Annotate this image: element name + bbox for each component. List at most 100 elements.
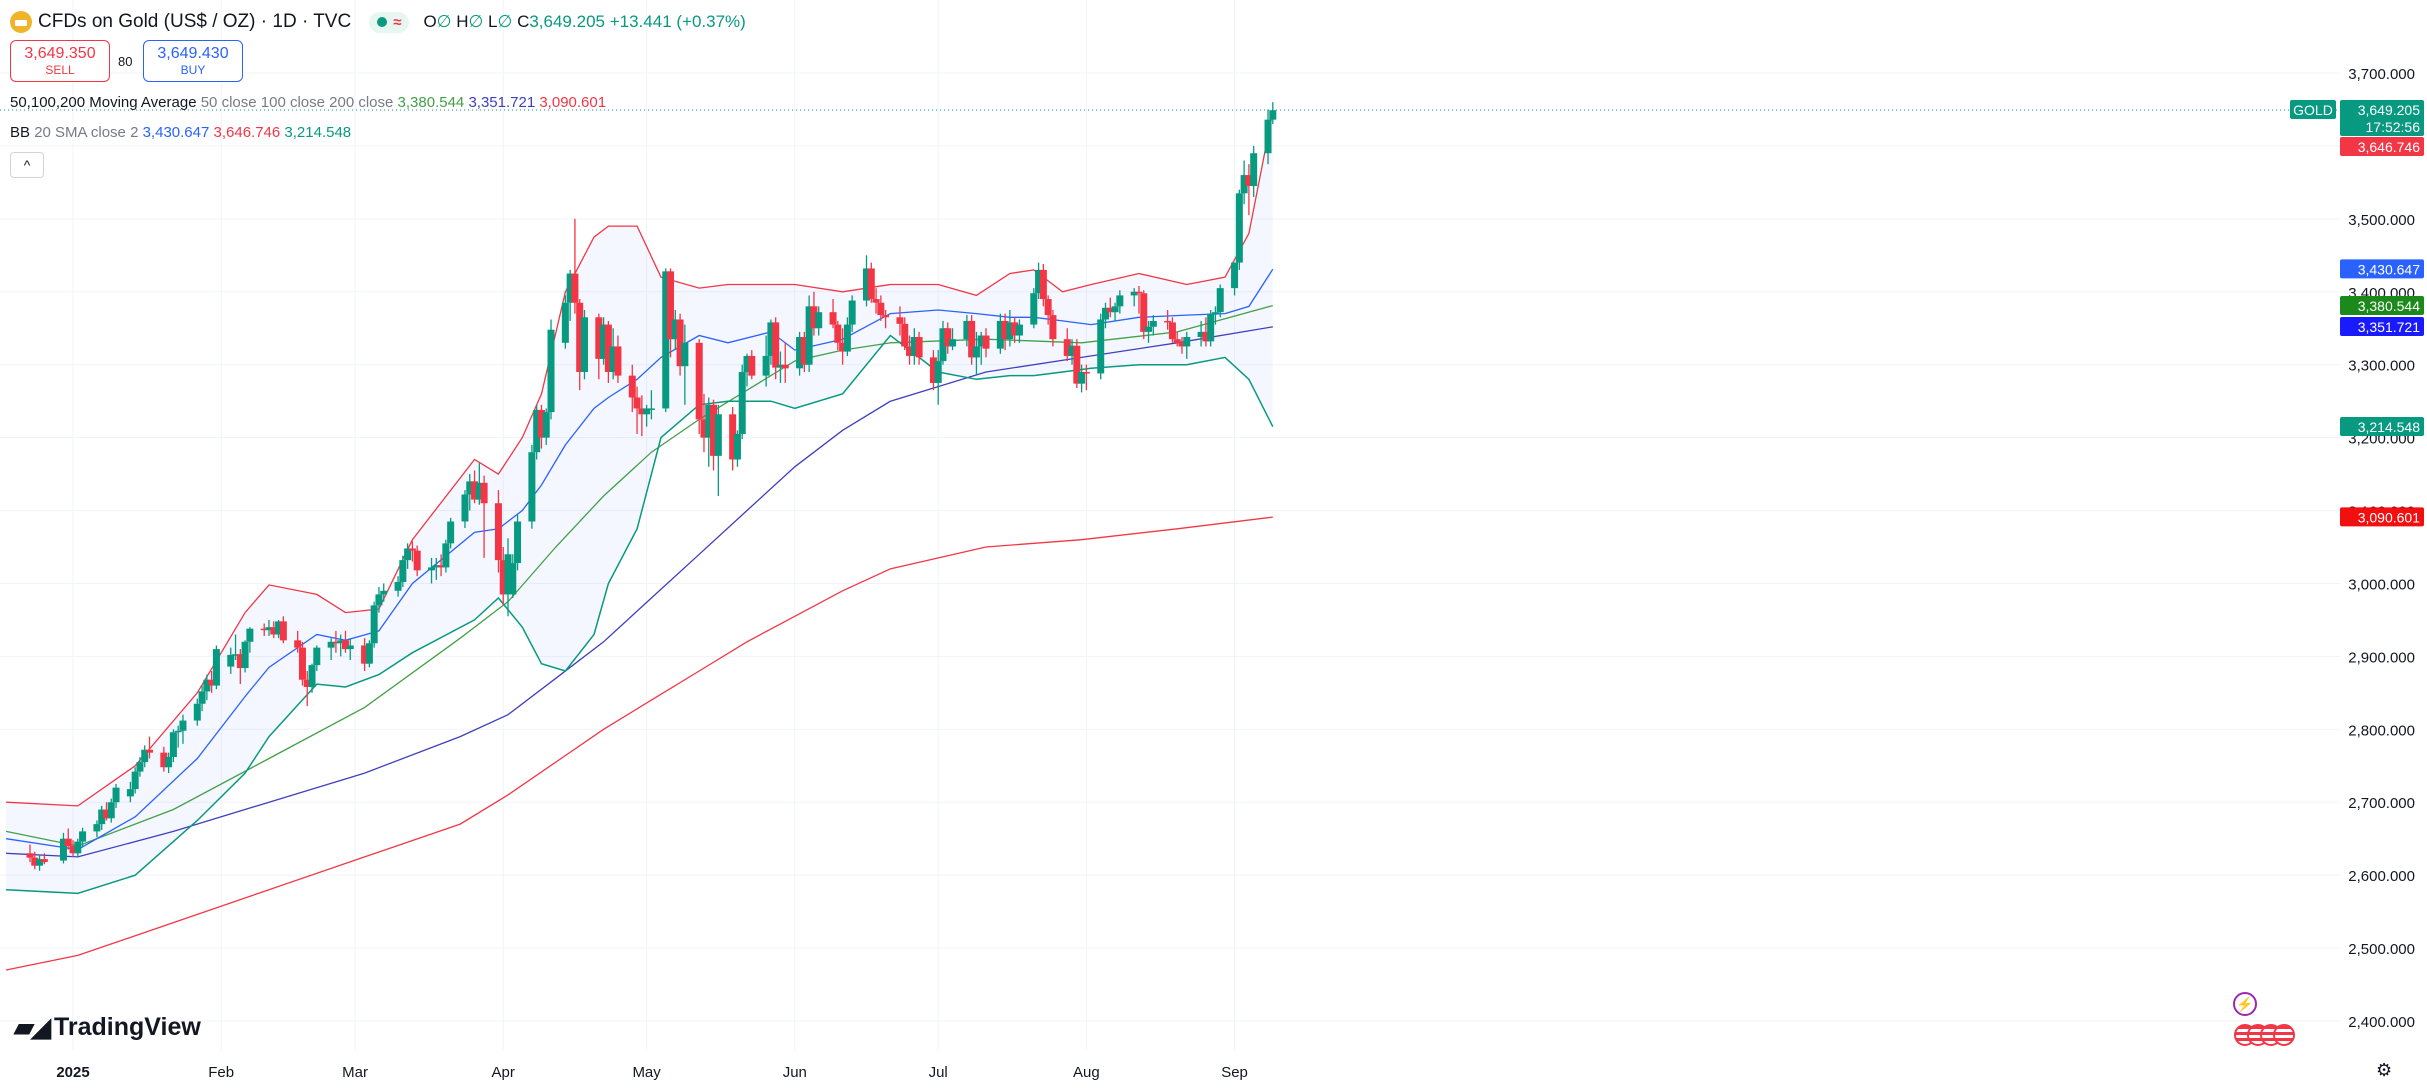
candle-up (1015, 319, 1023, 343)
candle-up (375, 587, 383, 613)
high-empty-icon: ∅ (468, 12, 484, 31)
candle-up (1264, 109, 1272, 165)
candle-down (810, 291, 818, 336)
price-label-bb_upper: 3,646.746 (2340, 137, 2424, 157)
price-label-text: 3,351.721 (2358, 319, 2420, 335)
bb-indicator-legend[interactable]: BB 20 SMA close 2 3,430.647 3,646.746 3,… (10, 124, 351, 141)
candle-body (1102, 307, 1109, 320)
collapse-legend-button[interactable]: ^ (10, 152, 44, 178)
candle-down (944, 322, 952, 354)
candle-up (643, 404, 651, 427)
candle-body (748, 355, 756, 376)
economic-events-icons[interactable] (2234, 1024, 2295, 1046)
candle-body (781, 364, 789, 369)
market-status-badge[interactable]: ≈ (369, 11, 410, 33)
buy-price: 3,649.430 (157, 45, 229, 62)
candle-body (1202, 331, 1210, 342)
gear-icon[interactable]: ⚙ (2376, 1060, 2393, 1080)
candle-up (394, 576, 402, 597)
candle-body (332, 641, 340, 644)
candle-body (466, 481, 474, 495)
candle-body (1073, 345, 1081, 384)
candle-body (102, 809, 110, 819)
candle-down (604, 320, 612, 383)
us-flag-icon (2273, 1024, 2295, 1046)
candle-body (1068, 345, 1076, 356)
candle-down (298, 641, 306, 686)
candle-up (313, 645, 321, 671)
candle-body (146, 749, 153, 753)
symbol-title[interactable]: CFDs on Gold (US$ / OZ) · 1D · TVC (38, 11, 352, 32)
candle-body (432, 565, 440, 568)
candle-down (872, 288, 880, 314)
candle-up (504, 538, 512, 617)
buy-button[interactable]: 3,649.430 BUY (143, 40, 243, 82)
sell-button[interactable]: 3,649.350 SELL (10, 40, 110, 82)
candle-body (681, 342, 689, 367)
candle-body (968, 320, 976, 358)
candle-body (1011, 322, 1019, 336)
y-tick-label: 2,400.000 (2348, 1014, 2415, 1031)
candle-down (208, 670, 216, 693)
candle-body (98, 809, 106, 825)
candle-body (643, 408, 651, 415)
close-value: 3,649.205 (529, 12, 605, 31)
x-tick-label: Mar (342, 1064, 368, 1081)
candle-body (514, 521, 522, 564)
candle-down (700, 393, 708, 453)
candle-body (212, 649, 220, 686)
candle-body (380, 590, 388, 595)
candle-body (227, 654, 235, 667)
candle-body (614, 346, 622, 376)
candle-body (714, 414, 722, 456)
candle-body (499, 560, 507, 595)
lightning-icon[interactable]: ⚡ (2233, 992, 2257, 1016)
candle-down (834, 320, 842, 351)
candle-body (303, 679, 311, 688)
y-tick-label: 2,600.000 (2348, 868, 2415, 885)
sell-price: 3,649.350 (24, 45, 96, 62)
price-label-bg (2340, 137, 2424, 157)
ma-params: 50 close 100 close 200 close (200, 94, 394, 111)
candle-up (566, 269, 574, 321)
symbol-tag-bg (2290, 100, 2336, 120)
candle-body (313, 647, 321, 666)
candle-body (667, 271, 675, 340)
candle-down (40, 853, 48, 865)
candle-body (628, 375, 636, 398)
candle-body (232, 654, 240, 656)
price-label-bg (2340, 295, 2424, 315)
candle-down (896, 306, 904, 336)
ma-indicator-legend[interactable]: 50,100,200 Moving Average 50 close 100 c… (10, 94, 606, 111)
candle-body (36, 859, 44, 866)
candle-body (733, 433, 741, 460)
candle-body (863, 268, 870, 301)
candle-up (609, 328, 617, 380)
candle-up (600, 317, 608, 365)
candle-up (112, 784, 120, 809)
candle-body (179, 720, 187, 731)
tradingview-logo[interactable]: ▰◢ TradingView (14, 1012, 201, 1043)
candle-up (93, 820, 101, 838)
candle-up (949, 328, 957, 351)
candle-up (141, 745, 149, 768)
candle-body (1030, 293, 1038, 325)
candle-up (442, 539, 450, 573)
change-value: +13.441 (+0.37%) (609, 12, 746, 31)
candle-down (270, 621, 278, 639)
candle-body (1250, 153, 1258, 187)
candle-body (647, 408, 655, 410)
candle-body (949, 339, 957, 347)
candle-body (671, 319, 679, 340)
candle-down (1202, 317, 1210, 347)
candle-body (494, 503, 502, 561)
candle-body (1049, 315, 1057, 340)
candle-body (1207, 313, 1215, 342)
candle-down (1063, 328, 1071, 362)
candle-body (729, 414, 737, 460)
bb-fill-area (6, 111, 1273, 894)
candle-body (604, 324, 612, 372)
candle-up (193, 698, 201, 726)
candle-body (1006, 322, 1014, 340)
